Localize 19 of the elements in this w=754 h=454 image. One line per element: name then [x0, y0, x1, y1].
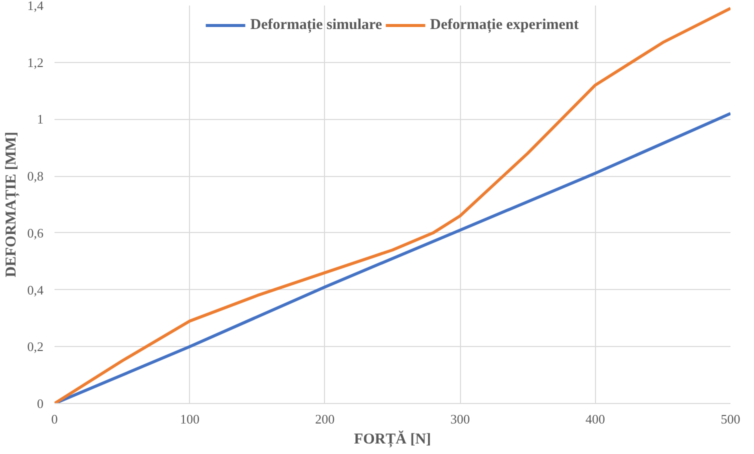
- y-axis-title: DEFORMAȚIE [MM]: [3, 132, 20, 278]
- x-tick-label: 400: [586, 412, 606, 426]
- x-tick-label: 500: [720, 412, 740, 426]
- x-tick-label: 200: [315, 412, 335, 426]
- x-tick-label: 0: [51, 412, 58, 426]
- y-tick-label: 0,4: [27, 282, 44, 298]
- line-series: [54, 6, 730, 404]
- x-tick-label: 300: [450, 412, 470, 426]
- legend-label: Deformație simulare: [250, 16, 382, 34]
- y-tick-label: 0,6: [27, 225, 44, 240]
- y-tick-label: 0,8: [27, 168, 44, 184]
- x-axis-title: FORȚĂ [N]: [354, 430, 432, 448]
- y-tick-label: 1,2: [27, 54, 44, 70]
- y-tick-label: 0: [37, 396, 44, 411]
- y-tick-label: 1,4: [27, 0, 44, 13]
- y-tick-label: 1: [37, 112, 44, 127]
- legend-label: Deformație experiment: [430, 16, 579, 34]
- x-tick-label: 100: [180, 412, 200, 426]
- y-tick-label: 0,2: [27, 339, 44, 354]
